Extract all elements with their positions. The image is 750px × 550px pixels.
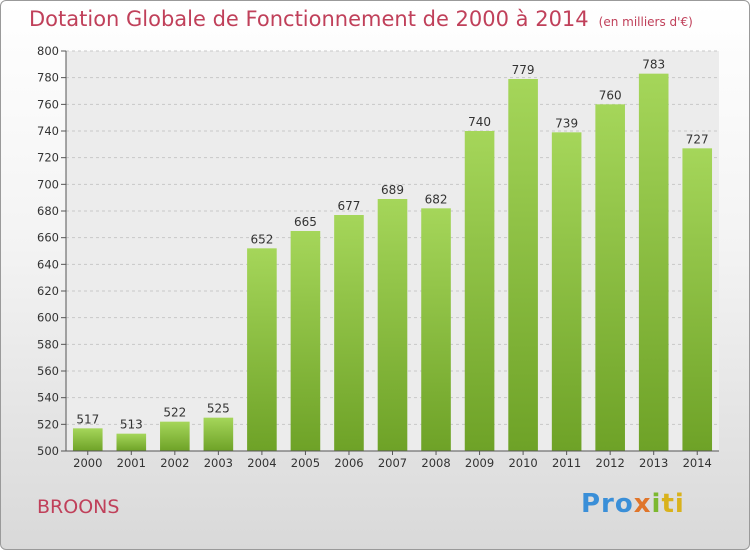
x-tick-label: 2010	[508, 456, 537, 470]
logo-part-2: x	[633, 489, 652, 519]
data-label: 525	[207, 402, 230, 416]
x-tick-label: 2007	[378, 456, 407, 470]
data-label: 740	[468, 115, 491, 129]
commune-name: BROONS	[37, 496, 120, 518]
data-label: 665	[294, 215, 317, 229]
bar	[421, 208, 451, 451]
bar	[464, 131, 495, 451]
data-label: 682	[425, 192, 448, 206]
y-tick-label: 780	[37, 71, 59, 85]
bar	[551, 132, 582, 452]
bar	[638, 73, 669, 452]
x-tick-label: 2003	[204, 456, 233, 470]
y-tick-label: 680	[37, 204, 59, 218]
logo-part-1: Pro	[581, 489, 634, 519]
y-tick-label: 560	[37, 364, 59, 378]
data-label: 779	[512, 63, 535, 77]
y-tick-label: 620	[37, 284, 59, 298]
logo-part-3: i	[651, 489, 662, 519]
data-label: 517	[76, 412, 99, 426]
y-tick-label: 640	[37, 257, 59, 271]
y-tick-label: 520	[37, 417, 59, 431]
data-label: 677	[338, 199, 361, 213]
x-tick-label: 2004	[247, 456, 276, 470]
x-tick-label: 2012	[596, 456, 625, 470]
y-tick-label: 700	[37, 177, 59, 191]
y-tick-label: 660	[37, 231, 59, 245]
chart-subtitle: (en milliers d'€)	[598, 15, 693, 29]
y-tick-label: 740	[37, 124, 59, 138]
bar	[290, 231, 321, 451]
data-label: 652	[250, 232, 273, 246]
data-label: 783	[642, 58, 665, 72]
bar	[682, 148, 713, 452]
data-label: 739	[555, 116, 578, 130]
bar	[160, 421, 190, 451]
x-tick-label: 2014	[683, 456, 712, 470]
bar	[595, 104, 625, 451]
proxiti-logo[interactable]: Proxiti	[581, 489, 685, 519]
x-tick-label: 2002	[160, 456, 189, 470]
chart-title: Dotation Globale de Fonctionnement de 20…	[29, 7, 693, 31]
data-label: 522	[163, 406, 186, 420]
bar	[508, 79, 538, 451]
y-tick-label: 720	[37, 151, 59, 165]
logo-part-4: ti	[661, 489, 685, 519]
x-tick-label: 2011	[552, 456, 581, 470]
x-tick-label: 2001	[117, 456, 146, 470]
x-tick-label: 2008	[421, 456, 450, 470]
data-label: 760	[599, 88, 622, 102]
data-label: 727	[686, 132, 709, 146]
bar	[203, 417, 234, 451]
chart-title-text: Dotation Globale de Fonctionnement de 20…	[29, 7, 589, 31]
y-tick-label: 500	[37, 444, 59, 458]
y-tick-label: 760	[37, 97, 59, 111]
x-tick-label: 2005	[291, 456, 320, 470]
x-tick-label: 2000	[73, 456, 102, 470]
data-label: 689	[381, 183, 404, 197]
bar	[116, 433, 147, 451]
bar	[377, 199, 408, 451]
data-label: 513	[120, 418, 143, 432]
y-tick-label: 540	[37, 391, 59, 405]
y-tick-label: 600	[37, 311, 59, 325]
y-tick-label: 580	[37, 337, 59, 351]
bar	[72, 428, 103, 451]
x-tick-label: 2009	[465, 456, 494, 470]
bar	[334, 215, 364, 451]
x-tick-label: 2013	[639, 456, 668, 470]
bar	[247, 248, 277, 451]
y-tick-label: 800	[37, 44, 59, 58]
x-tick-label: 2006	[334, 456, 363, 470]
